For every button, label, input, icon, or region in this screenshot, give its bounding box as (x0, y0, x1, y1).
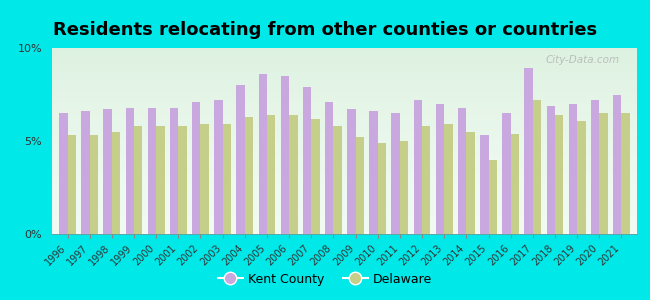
Bar (391, 113, 400, 234)
Bar (347, 110, 356, 234)
Bar (68, 135, 76, 234)
Bar (599, 113, 608, 234)
Bar (467, 132, 474, 234)
Bar (444, 124, 452, 234)
Bar (547, 106, 555, 234)
Bar (422, 126, 430, 234)
Bar (156, 126, 164, 234)
Bar (148, 107, 156, 234)
Bar (281, 76, 289, 234)
Bar (489, 160, 497, 234)
Bar (525, 68, 533, 234)
Bar (356, 137, 364, 234)
Bar (81, 111, 90, 234)
Bar (125, 107, 134, 234)
Bar (103, 110, 112, 234)
Text: Residents relocating from other counties or countries: Residents relocating from other counties… (53, 21, 597, 39)
Bar (222, 124, 231, 234)
Bar (59, 113, 68, 234)
Bar (214, 100, 222, 234)
Bar (480, 135, 489, 234)
Bar (192, 102, 200, 234)
Bar (200, 124, 209, 234)
Bar (333, 126, 342, 234)
Bar (400, 141, 408, 234)
Bar (511, 134, 519, 234)
Bar (413, 100, 422, 234)
Bar (378, 143, 386, 234)
Bar (458, 107, 466, 234)
Bar (237, 85, 245, 234)
Bar (267, 115, 276, 234)
Bar (369, 111, 378, 234)
Bar (569, 104, 577, 234)
Legend: Kent County, Delaware: Kent County, Delaware (213, 268, 437, 291)
Bar (112, 132, 120, 234)
Bar (259, 74, 267, 234)
Bar (245, 117, 254, 234)
Bar (436, 104, 444, 234)
Bar (591, 100, 599, 234)
Bar (621, 113, 630, 234)
Bar (613, 94, 621, 234)
Bar (289, 115, 298, 234)
Bar (134, 126, 142, 234)
Bar (178, 126, 187, 234)
Bar (303, 87, 311, 234)
Bar (325, 102, 333, 234)
Bar (170, 107, 178, 234)
Text: City-Data.com: City-Data.com (545, 56, 619, 65)
Bar (90, 135, 98, 234)
Bar (311, 119, 320, 234)
Bar (577, 121, 586, 234)
Bar (502, 113, 511, 234)
Bar (533, 100, 541, 234)
Bar (555, 115, 564, 234)
